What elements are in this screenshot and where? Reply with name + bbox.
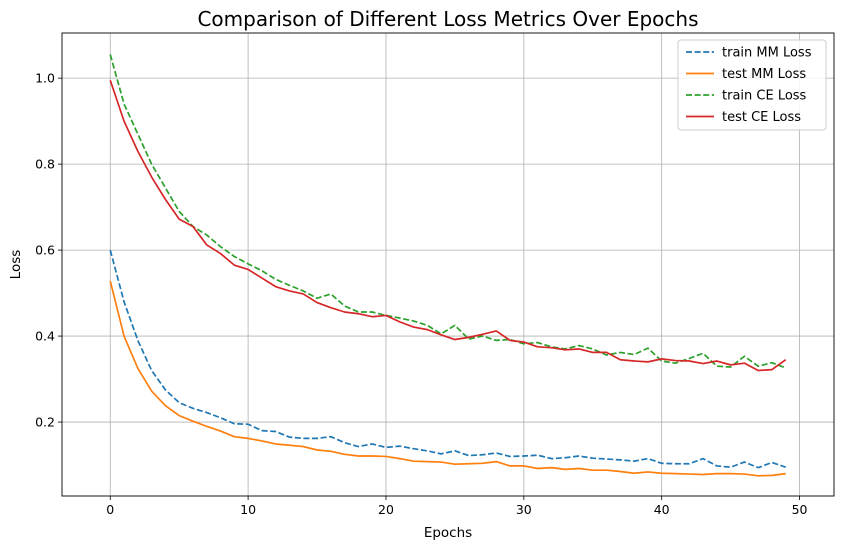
y-tick-label: 0.6	[35, 243, 55, 258]
legend-label-train-mm-loss: train MM Loss	[722, 46, 812, 61]
x-axis-label: Epochs	[424, 525, 472, 541]
series-line-train-mm-loss	[109, 249, 787, 469]
series-line-train-ce-loss	[109, 54, 787, 369]
legend: train MM Loss test MM Loss train CE Loss te…	[677, 39, 827, 131]
y-tick-label: 0.8	[35, 157, 55, 172]
x-tick-label: 10	[240, 502, 256, 517]
series-line-test-ce-loss	[109, 80, 787, 372]
legend-label-test-ce-loss: test CE Loss	[722, 110, 801, 125]
x-tick-label: 40	[654, 502, 670, 517]
chart-title: Comparison of Different Loss Metrics Ove…	[197, 7, 698, 31]
x-tick-label: 0	[106, 502, 114, 517]
axis-ticks: 0 10 20 30 40 50 0.2 0.4 0.6 0.8 1.0	[35, 71, 807, 517]
plot-area-frame	[61, 32, 835, 497]
series-line-test-mm-loss	[109, 280, 786, 477]
legend-label-train-ce-loss: train CE Loss	[722, 89, 807, 104]
x-tick-label: 20	[378, 502, 394, 517]
x-tick-label: 50	[792, 502, 808, 517]
legend-box	[677, 39, 827, 131]
y-axis-label: Loss	[8, 250, 24, 280]
y-tick-label: 1.0	[35, 71, 55, 86]
y-tick-label: 0.4	[35, 329, 55, 344]
series-lines	[109, 54, 787, 477]
legend-label-test-mm-loss: test MM Loss	[722, 67, 806, 82]
y-tick-label: 0.2	[35, 415, 55, 430]
x-tick-label: 30	[516, 502, 532, 517]
